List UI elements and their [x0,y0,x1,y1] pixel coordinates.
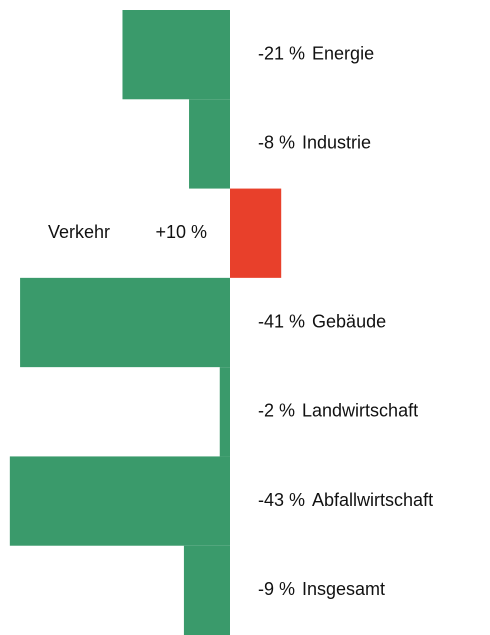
value-label: -21 % [258,43,305,63]
value-label: -2 % [258,401,295,421]
value-label: +10 % [155,222,207,242]
bar [219,367,230,457]
bar [20,277,230,368]
category-label: Landwirtschaft [302,401,418,421]
category-label: Abfallwirtschaft [312,490,433,510]
bar [9,456,231,546]
category-label: Energie [312,43,374,63]
bar [189,99,230,189]
category-label: Verkehr [48,222,110,242]
category-label: Gebäude [312,311,386,331]
bar [122,10,230,100]
value-label: -9 % [258,579,295,599]
value-label: -8 % [258,133,295,153]
bar [183,545,230,635]
value-label: -43 % [258,490,305,510]
category-label: Industrie [302,133,371,153]
bar [230,188,282,278]
value-label: -41 % [258,311,305,331]
category-label: Insgesamt [302,579,385,599]
